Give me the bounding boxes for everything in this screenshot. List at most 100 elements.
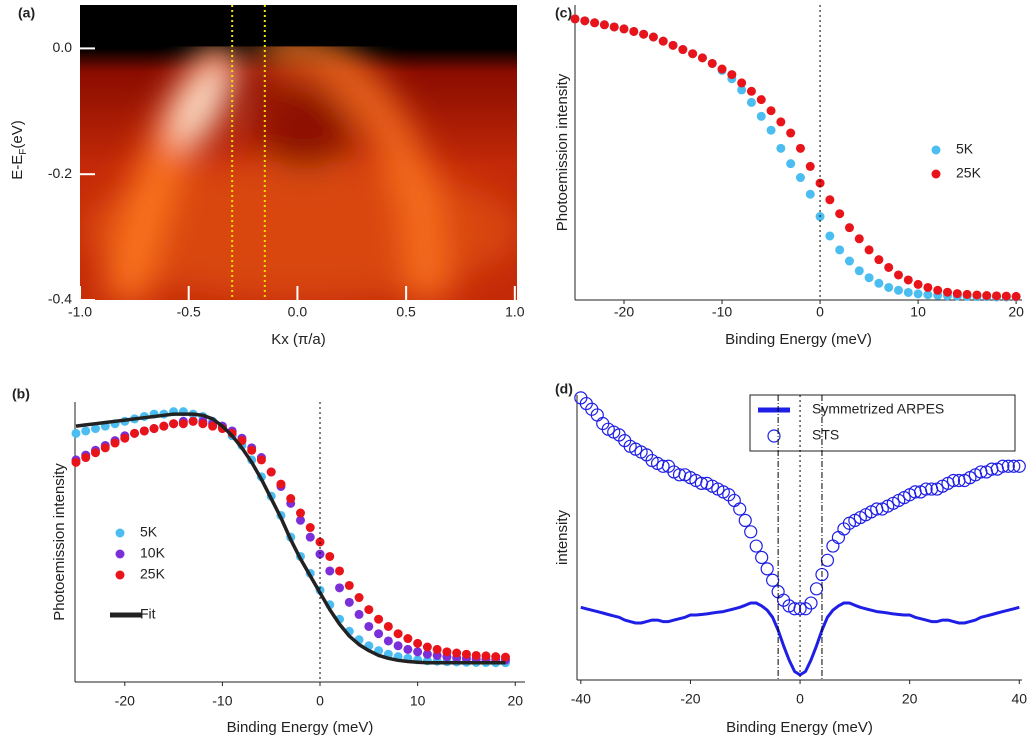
dot [276, 479, 286, 489]
dot [864, 245, 874, 255]
x-tick-label: -0.5 [177, 304, 201, 320]
dot [844, 256, 854, 266]
dot [325, 551, 335, 561]
dot [609, 22, 619, 32]
x-tick-label: -20 [115, 693, 135, 709]
heatmap-intensity [80, 27, 517, 300]
legend-label: STS [812, 427, 839, 443]
dot [913, 279, 923, 289]
dot [776, 117, 786, 127]
x-axis-label: Binding Energy (meV) [725, 331, 872, 348]
legend-label: 5K [956, 141, 974, 157]
dot [139, 426, 149, 436]
dot [717, 64, 727, 74]
dot [943, 287, 952, 297]
dot [982, 291, 992, 301]
y-axis-label-part: (eV) [9, 120, 26, 148]
dot [825, 195, 835, 205]
dot [854, 266, 864, 276]
x-axis-label: Kx (π/a) [271, 331, 326, 348]
dot [432, 644, 442, 654]
dot [198, 419, 208, 429]
dot [159, 421, 169, 431]
dot [364, 605, 374, 615]
dot [707, 58, 717, 68]
x-tick-label: -20 [614, 304, 634, 320]
dot [893, 285, 903, 295]
x-tick-label: -10 [212, 693, 232, 709]
dot [335, 566, 345, 576]
legend-label: 25K [956, 165, 982, 181]
dot [491, 652, 501, 662]
legend-box [749, 394, 1016, 452]
dot [619, 24, 629, 34]
open-marker [656, 459, 670, 473]
dot [1001, 291, 1011, 301]
dot [325, 566, 335, 576]
dot [648, 32, 658, 42]
open-marker [1001, 459, 1015, 473]
dot [893, 270, 903, 280]
dot [364, 621, 374, 631]
open-marker [744, 525, 758, 539]
dot [903, 287, 913, 297]
dot [658, 36, 668, 46]
dot [481, 651, 491, 661]
legend-label: 25K [140, 566, 166, 582]
dot [422, 649, 432, 659]
dot [81, 453, 91, 463]
dot [422, 642, 432, 652]
dot [295, 508, 305, 518]
dot [1011, 291, 1021, 301]
dot [570, 14, 580, 24]
dot [383, 636, 393, 646]
open-marker [1007, 459, 1021, 473]
dot [354, 609, 364, 619]
dot [71, 457, 81, 467]
x-tick-label: -10 [712, 304, 732, 320]
dot [354, 593, 364, 603]
dot [923, 290, 933, 300]
dot [344, 597, 354, 607]
dot [874, 278, 884, 288]
legend-label: 5K [140, 524, 158, 540]
dot [835, 209, 845, 219]
dot [178, 419, 188, 429]
heatmap-band [257, 27, 452, 300]
dot [403, 634, 413, 644]
panel-label: (a) [18, 5, 35, 21]
dot [393, 641, 403, 651]
dot [188, 416, 198, 426]
dot [727, 70, 737, 80]
y-tick-label: 0.0 [53, 39, 73, 55]
dot [90, 448, 100, 458]
open-marker [826, 539, 840, 553]
dot [805, 189, 815, 199]
dot [305, 532, 315, 542]
dot [992, 291, 1002, 301]
dot [629, 26, 639, 36]
panel-label: (c) [555, 5, 572, 21]
dot [864, 273, 874, 283]
dot [844, 223, 854, 233]
y-tick-label: -0.4 [48, 291, 72, 307]
x-tick-label: -40 [571, 691, 591, 707]
dot [295, 515, 305, 525]
x-tick-label: 1.0 [505, 304, 525, 320]
dot [786, 159, 796, 169]
open-marker [919, 482, 933, 496]
dot [81, 426, 91, 436]
legend-label: 10K [140, 545, 166, 561]
dot [766, 125, 776, 135]
dot [110, 438, 120, 448]
dot [383, 621, 393, 631]
dot [590, 18, 600, 28]
dot [461, 649, 471, 659]
dot [668, 40, 678, 50]
legend-swatch [931, 169, 941, 179]
x-tick-label: 10 [910, 304, 926, 320]
panel-label: (d) [555, 381, 573, 397]
dot [746, 97, 756, 107]
y-axis-label-part: E-E [9, 155, 26, 180]
